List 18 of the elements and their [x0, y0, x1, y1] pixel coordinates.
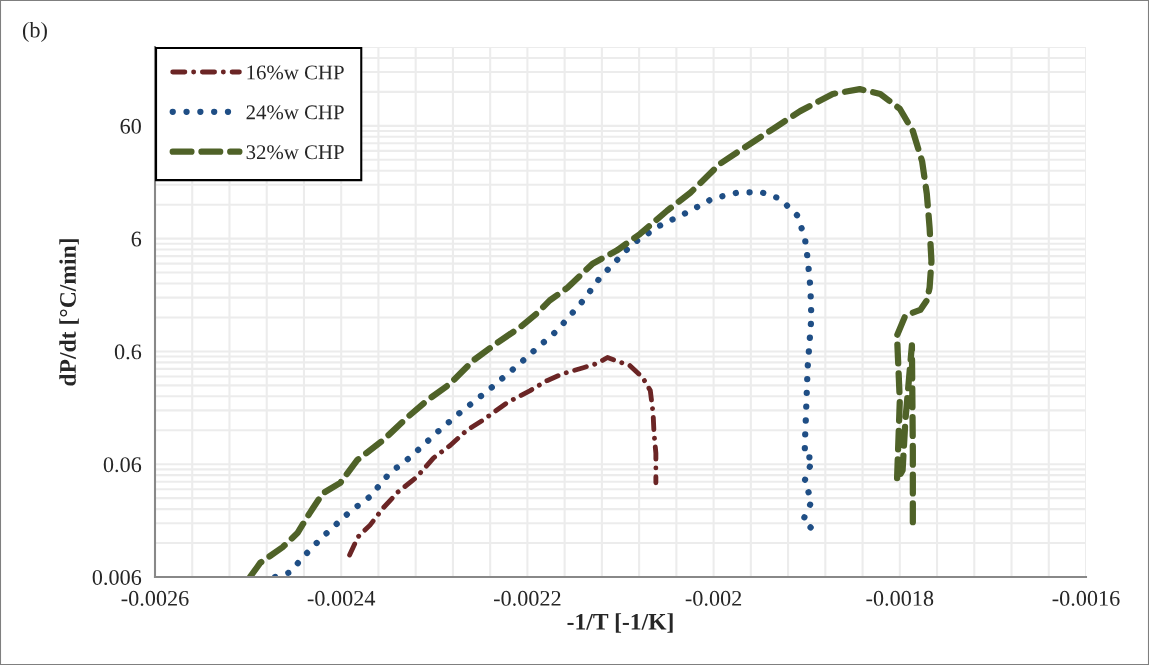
y-tick-label: 0.06	[103, 457, 142, 473]
x-tick-label: -0.0022	[493, 590, 561, 606]
x-tick-label: -0.0024	[307, 590, 376, 606]
x-tick-label: -0.002	[685, 590, 742, 606]
y-tick-label: 6	[131, 231, 142, 247]
y-tick-label: 60	[120, 118, 141, 134]
text: (b)	[22, 21, 47, 43]
x-tick-label: -0.0018	[866, 590, 934, 606]
line-series	[347, 355, 659, 558]
x-tick-label: -0.0026	[121, 590, 189, 606]
x-axis-title: -1/T [-1/K]	[567, 613, 673, 633]
legend-label: 16%w CHP	[247, 65, 344, 80]
y-tick-label: 0.006	[92, 569, 142, 586]
legend-label: 32%w CHP	[246, 145, 344, 160]
y-tick-label: 0.6	[114, 344, 142, 360]
y-axis-title: dP/dt [°C/min]	[59, 239, 79, 386]
x-tick-label: -0.0016	[1052, 590, 1120, 606]
legend-label: 24%w CHP	[246, 105, 344, 120]
